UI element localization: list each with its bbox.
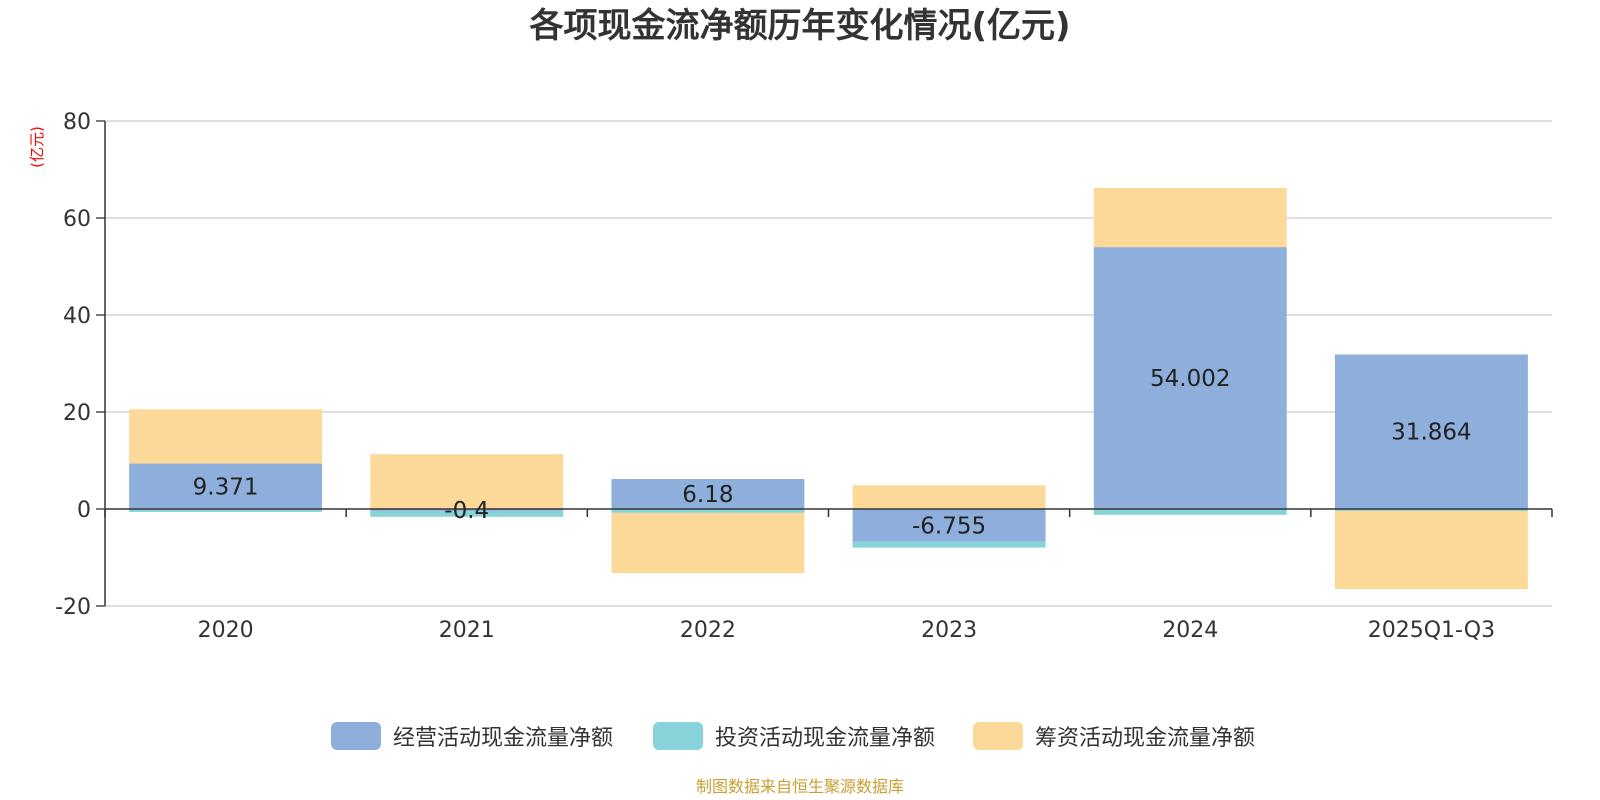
bar-series2-2024 [1093,509,1287,515]
bar-series2-2020 [129,509,323,512]
bar-series1-2024 [1093,247,1287,509]
bar-series1-2022 [611,479,805,509]
bar-value-label: -6.755 [912,513,986,539]
bar-series2-2025Q1-Q3 [1334,509,1528,511]
bar-value-label: 54.002 [1150,366,1230,392]
x-tick-label: 2022 [680,618,736,643]
bar-value-label: 31.864 [1391,420,1471,446]
bar-series3-2024 [1093,187,1287,248]
bar-series3-2022 [611,512,805,574]
bar-series2-2022 [611,509,805,513]
data-labels: 9.371 -0.4 6.18 -6.755 54.002 31.864 [193,366,1472,539]
legend-swatch [653,722,703,750]
source-note: 制图数据来自恒生聚源数据库 [696,777,904,796]
bar-series3-2020 [129,409,323,464]
y-tick-label: 20 [63,401,91,426]
x-tick-label: 2023 [921,618,977,643]
y-tick-label: 0 [77,498,91,523]
bar-value-label: -0.4 [444,498,489,524]
y-tick-label: -20 [55,595,91,620]
x-tick-label: 2020 [198,618,254,643]
y-tick-label: 80 [63,110,91,135]
bar-series1-2025Q1-Q3 [1334,354,1528,509]
legend-label: 筹资活动现金流量净额 [1035,726,1255,751]
bars [129,187,1528,590]
grid-lines: 80 60 40 20 0 -20 [55,110,1552,620]
bar-value-label: 9.371 [193,474,259,500]
bar-series2-2021 [370,510,564,517]
bar-series3-2025Q1-Q3 [1334,510,1528,590]
chart-title: 各项现金流净额历年变化情况(亿元) [529,6,1070,46]
bar-value-label: 6.18 [682,482,733,508]
axes: 2020 2021 2022 2023 2024 2025Q1-Q3 [104,121,1553,643]
bar-series1-2021 [370,509,564,511]
legend-swatch [331,722,381,750]
bar-series1-2020 [129,463,323,509]
bar-series1-2023 [852,509,1046,542]
x-tick-label: 2021 [439,618,495,643]
x-tick-label: 2025Q1-Q3 [1368,618,1495,643]
y-tick-label: 60 [63,207,91,232]
bar-series2-2023 [852,541,1046,548]
legend-label: 经营活动现金流量净额 [393,726,613,751]
bar-series3-2021 [370,454,564,509]
x-tick-label: 2024 [1162,618,1218,643]
legend: 经营活动现金流量净额 投资活动现金流量净额 筹资活动现金流量净额 [331,722,1255,751]
legend-swatch [973,722,1023,750]
bar-series3-2023 [852,485,1046,509]
legend-label: 投资活动现金流量净额 [715,726,935,751]
y-tick-label: 40 [63,304,91,329]
y-axis-unit-label: (亿元) [28,126,46,168]
